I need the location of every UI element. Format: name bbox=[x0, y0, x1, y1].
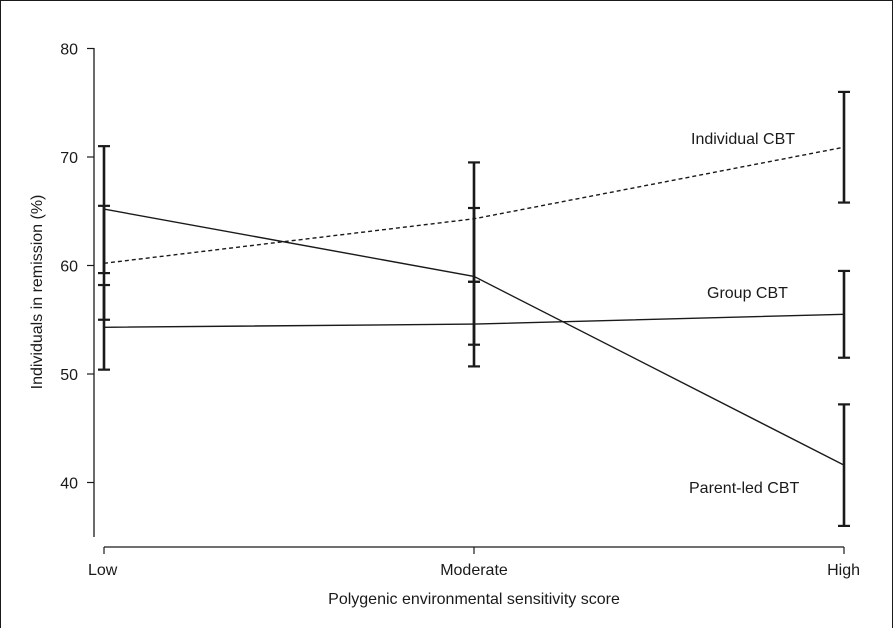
series-label-individual-cbt: Individual CBT bbox=[691, 131, 795, 148]
y-ticks: 40 50 60 70 80 bbox=[60, 42, 94, 493]
errorbar-layer bbox=[98, 90, 850, 528]
y-tick-label-60: 60 bbox=[60, 259, 78, 276]
series-labels: Individual CBT Group CBT Parent-led CBT bbox=[689, 131, 799, 497]
y-tick-label-40: 40 bbox=[60, 476, 78, 493]
x-axis-label: Polygenic environmental sensitivity scor… bbox=[328, 591, 620, 608]
series-label-group-cbt: Group CBT bbox=[707, 285, 788, 302]
x-tick-label-low: Low bbox=[88, 562, 118, 579]
y-tick-label-50: 50 bbox=[60, 367, 78, 384]
y-axis-label: Individuals in remission (%) bbox=[29, 195, 46, 390]
x-tick-label-moderate: Moderate bbox=[440, 562, 508, 579]
y-tick-label-80: 80 bbox=[60, 42, 78, 59]
series-label-parent-led-cbt: Parent-led CBT bbox=[689, 480, 799, 497]
x-tick-label-high: High bbox=[827, 562, 860, 579]
x-ticks: Low Moderate High bbox=[88, 547, 860, 579]
y-tick-label-70: 70 bbox=[60, 150, 78, 167]
